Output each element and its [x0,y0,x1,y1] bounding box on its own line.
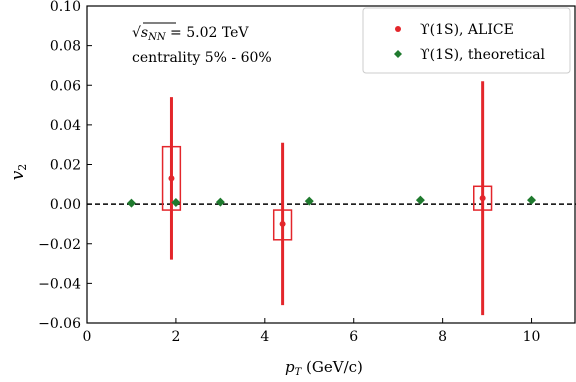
legend-theory-marker [394,50,402,58]
x-tick-label: 4 [260,329,269,345]
y-tick-label: −0.04 [38,276,81,292]
y-axis-label: v2 [8,164,29,181]
y-tick-label: 0.02 [50,158,81,174]
x-tick-label: 8 [438,329,447,345]
alice-syst-box [161,145,182,211]
y-tick-label: −0.06 [38,316,81,332]
x-tick-label: 10 [523,329,541,345]
theory-data-point [415,195,425,205]
legend-theory-label: ϒ(1S), theoretical [420,47,546,63]
theory-data-point [527,195,537,205]
annotation-box: √sNN = 5.02 TeV centrality 5% - 60% [132,22,272,66]
theory-data-point [304,196,314,206]
x-tick-label: 2 [171,329,180,345]
legend-alice-label: ϒ(1S), ALICE [420,22,514,38]
y-tick-label: 0.08 [50,39,81,55]
y-tick-label: −0.02 [38,237,81,253]
y-tick-label: 0.00 [50,197,81,213]
legend-frame [362,7,571,74]
alice-data-point [479,195,486,202]
plot-area: 0 2 4 6 8 10 −0.06 −0.04 −0.02 0.00 0.02 0.04 0.06 0.… [38,0,576,345]
alice-data-point [168,175,175,182]
y-axis-label-group: v2 [8,164,29,181]
y-tick-label: 0.04 [50,118,81,134]
x-tick-label: 6 [349,329,358,345]
alice-syst-box [272,209,293,241]
theory-data-point [126,198,136,208]
axes-frame [86,5,576,324]
y-tick-label: 0.06 [50,78,81,94]
energy-annotation: √sNN = 5.02 TeV [132,25,249,43]
theory-data-point [215,197,225,207]
alice-syst-box [473,185,493,211]
x-tick-label: 0 [83,329,92,345]
legend-alice-marker [395,26,401,32]
theory-data-point [171,198,181,208]
y-tick-label: 0.10 [50,0,81,15]
alice-data-point [279,220,286,227]
centrality-annotation: centrality 5% - 60% [132,50,272,66]
x-axis-label: pT (GeV/c) [285,358,363,378]
legend: ϒ(1S), ALICE ϒ(1S), theoretical [362,7,571,74]
